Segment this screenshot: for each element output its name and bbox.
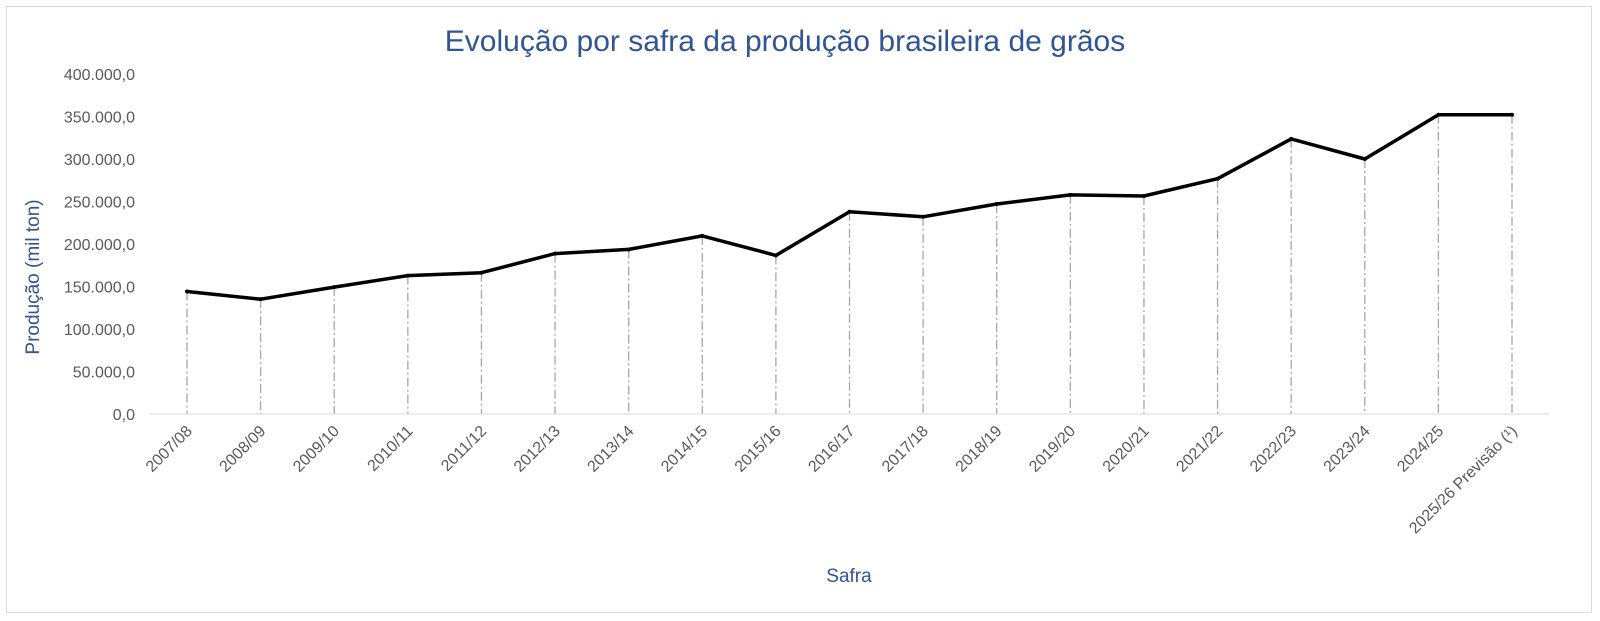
data-point bbox=[553, 251, 558, 256]
data-point bbox=[847, 209, 852, 214]
x-tick-label: 2022/23 bbox=[1247, 423, 1300, 476]
line-chart: Evolução por safra da produção brasileir… bbox=[23, 25, 1549, 587]
x-tick-label: 2011/12 bbox=[438, 423, 490, 475]
x-axis-title: Safra bbox=[826, 566, 872, 587]
data-point bbox=[332, 285, 337, 290]
chart-frame: Evolução por safra da produção brasileir… bbox=[6, 6, 1592, 613]
data-point bbox=[1362, 157, 1367, 161]
y-tick-label: 150.000,0 bbox=[64, 280, 135, 297]
x-tick-label: 2020/21 bbox=[1100, 423, 1153, 476]
y-tick-label: 300.000,0 bbox=[64, 152, 135, 169]
x-tick-label: 2015/16 bbox=[732, 423, 785, 476]
x-tick-label: 2012/13 bbox=[511, 423, 564, 476]
y-tick-label: 350.000,0 bbox=[64, 110, 135, 127]
x-axis-ticks: 2007/08 2008/09 2009/10 2010/11 2011/12 2012/… bbox=[143, 423, 1521, 538]
y-tick-label: 50.000,0 bbox=[73, 365, 135, 382]
data-point bbox=[1510, 112, 1514, 117]
x-tick-label: 2024/25 bbox=[1394, 423, 1447, 476]
data-point bbox=[773, 253, 778, 258]
data-point bbox=[258, 297, 263, 302]
x-tick-label: 2009/10 bbox=[290, 423, 343, 476]
data-point bbox=[185, 289, 189, 294]
x-tick-label: 2018/19 bbox=[953, 423, 1006, 476]
drop-lines bbox=[186, 114, 1513, 414]
data-point bbox=[921, 214, 926, 219]
y-tick-label: 400.000,0 bbox=[64, 67, 135, 84]
y-axis-title: Produção (mil ton) bbox=[23, 199, 44, 354]
y-tick-label: 250.000,0 bbox=[64, 195, 135, 212]
data-point bbox=[1215, 176, 1220, 181]
x-tick-label: 2021/22 bbox=[1173, 423, 1226, 476]
data-point bbox=[405, 273, 410, 278]
y-axis-ticks: 0,0 50.000,0 100.000,0 150.000,0 200.000,0 25… bbox=[64, 67, 135, 424]
y-tick-label: 0,0 bbox=[113, 407, 135, 424]
x-tick-label: 2010/11 bbox=[365, 423, 417, 475]
data-point bbox=[994, 202, 999, 207]
x-tick-label: 2023/24 bbox=[1321, 423, 1374, 476]
data-point bbox=[1141, 193, 1146, 198]
x-tick-label: 2008/09 bbox=[217, 423, 270, 476]
y-tick-label: 100.000,0 bbox=[64, 322, 135, 339]
data-point bbox=[479, 270, 484, 275]
chart-title: Evolução por safra da produção brasileir… bbox=[445, 25, 1125, 58]
data-point bbox=[626, 247, 631, 252]
x-tick-label: 2017/18 bbox=[879, 423, 932, 476]
data-point bbox=[700, 233, 705, 238]
x-tick-label: 2007/08 bbox=[143, 423, 196, 476]
series-layer bbox=[185, 112, 1514, 302]
x-tick-label: 2013/14 bbox=[585, 423, 638, 476]
x-tick-label: 2014/15 bbox=[658, 423, 711, 476]
data-point bbox=[1436, 112, 1441, 117]
data-point bbox=[1289, 136, 1294, 141]
data-point bbox=[1068, 192, 1073, 197]
x-tick-label: 2019/20 bbox=[1026, 423, 1079, 476]
y-tick-label: 200.000,0 bbox=[64, 237, 135, 254]
x-tick-label: 2016/17 bbox=[805, 423, 858, 476]
